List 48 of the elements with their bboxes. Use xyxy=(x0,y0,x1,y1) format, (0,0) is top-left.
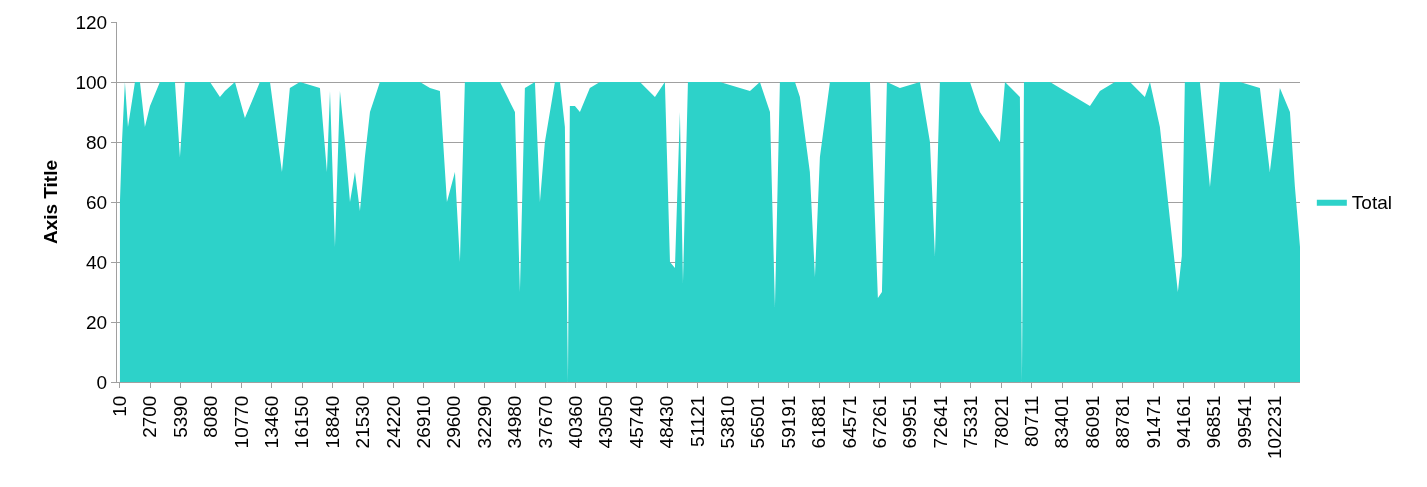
y-axis-title: Axis Title xyxy=(40,159,62,245)
x-tick-label: 61881 xyxy=(808,395,830,449)
x-tick-label: 2700 xyxy=(139,395,161,438)
x-tick-label: 18840 xyxy=(321,395,343,449)
x-tick-label: 86091 xyxy=(1081,395,1103,449)
y-tick-label: 120 xyxy=(75,11,108,33)
x-tick-label: 10770 xyxy=(230,395,252,449)
x-tick-label: 24220 xyxy=(382,395,404,449)
y-tick-label: 20 xyxy=(86,311,108,333)
x-tick-label: 43050 xyxy=(595,395,617,449)
x-tick-label: 67261 xyxy=(868,395,890,449)
x-tick-label: 51121 xyxy=(686,395,708,448)
y-tick-label: 40 xyxy=(86,251,108,273)
x-tick-label: 69951 xyxy=(899,395,921,449)
x-tick-label: 48430 xyxy=(656,395,678,449)
x-tick-label: 40360 xyxy=(565,395,587,449)
x-tick-label: 80711 xyxy=(1020,395,1042,448)
y-tick-label: 60 xyxy=(86,191,108,213)
x-tick-label: 72641 xyxy=(929,395,951,449)
x-tick-label: 34980 xyxy=(504,395,526,449)
x-tick-label: 26910 xyxy=(413,395,435,449)
x-tick-label: 32290 xyxy=(473,395,495,449)
legend-label: Total xyxy=(1351,192,1392,214)
x-tick-label: 64571 xyxy=(838,395,860,449)
x-tick-label: 29600 xyxy=(443,395,465,449)
x-tick-label: 59191 xyxy=(777,395,799,449)
x-tick-label: 78021 xyxy=(990,395,1012,449)
x-tick-label: 10 xyxy=(109,395,131,417)
x-tick-label: 13460 xyxy=(261,395,283,449)
x-tick-label: 83401 xyxy=(1051,395,1073,449)
x-tick-label: 99541 xyxy=(1233,395,1255,449)
x-tick-label: 5390 xyxy=(169,395,191,438)
y-tick-label: 100 xyxy=(75,71,108,93)
x-tick-label: 37670 xyxy=(534,395,556,449)
x-tick-label: 94161 xyxy=(1172,395,1194,449)
x-tick-label: 8080 xyxy=(200,395,222,438)
x-tick-label: 16150 xyxy=(291,395,313,449)
x-tick-label: 75331 xyxy=(960,395,982,449)
x-tick-label: 45740 xyxy=(625,395,647,449)
x-tick-label: 56501 xyxy=(747,395,769,449)
y-tick-label: 0 xyxy=(96,371,108,393)
x-tick-label: 21530 xyxy=(352,395,374,449)
x-tick-label: 96851 xyxy=(1203,395,1225,449)
x-tick-label: 91471 xyxy=(1142,395,1164,449)
y-tick-label: 80 xyxy=(86,131,108,153)
x-tick-label: 102231 xyxy=(1264,395,1286,460)
x-tick-label: 53810 xyxy=(716,395,738,449)
x-tick-label: 88781 xyxy=(1112,395,1134,449)
